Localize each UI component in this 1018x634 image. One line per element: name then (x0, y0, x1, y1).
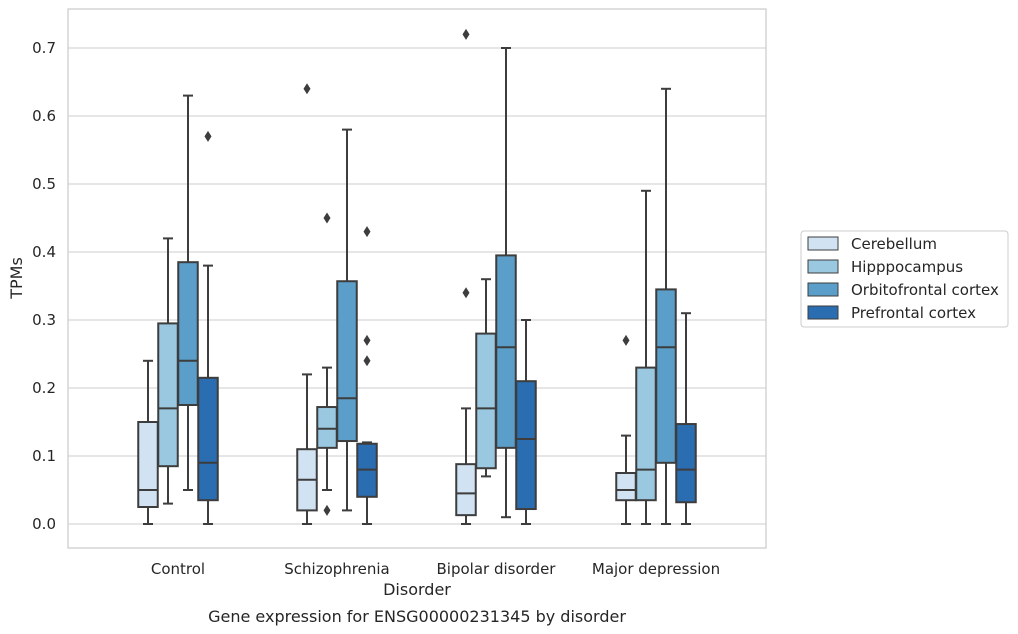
outlier-point (462, 287, 470, 299)
chart-caption: Gene expression for ENSG00000231345 by d… (208, 607, 626, 626)
box (137, 421, 159, 508)
box (455, 463, 477, 517)
box-group (655, 87, 677, 525)
box-group (635, 189, 657, 525)
legend-label: Prefrontal cortex (851, 304, 976, 322)
x-tick-label: Major depression (592, 560, 720, 578)
box-group (356, 226, 378, 525)
outlier-point (204, 130, 212, 142)
box-group (137, 359, 159, 525)
y-tick-label: 0.7 (32, 39, 56, 57)
outlier-point (323, 504, 331, 516)
box (475, 332, 497, 470)
box-group (197, 130, 219, 525)
box-group (177, 94, 199, 491)
legend-label: Cerebellum (851, 235, 937, 253)
series-cerebellum (137, 28, 637, 525)
box (675, 423, 697, 504)
box (157, 322, 179, 468)
box (316, 406, 338, 449)
box-group (515, 319, 537, 525)
y-tick-label: 0.2 (32, 379, 56, 397)
y-axis-label: TPMs (7, 257, 26, 300)
y-tick-label: 0.6 (32, 107, 56, 125)
legend: Cerebellum Hipppocampus Orbitofrontal cort… (800, 230, 1009, 328)
series-orbitofrontal-cortex (177, 47, 677, 525)
series-prefrontal-cortex (197, 130, 697, 525)
outlier-point (622, 334, 630, 346)
box-group (296, 83, 318, 525)
box (655, 288, 677, 464)
outlier-point (363, 226, 371, 238)
box-group (336, 128, 358, 512)
legend-label: Hipppocampus (851, 258, 963, 276)
box (635, 366, 657, 502)
x-axis-ticks: Control Schizophrenia Bipolar disorder Majo… (151, 560, 720, 578)
y-tick-label: 0.3 (32, 311, 56, 329)
outlier-point (462, 28, 470, 40)
y-tick-label: 0.0 (32, 515, 56, 533)
outlier-point (363, 334, 371, 346)
box-group (475, 278, 497, 478)
legend-swatch (807, 259, 839, 274)
x-tick-label: Schizophrenia (284, 560, 389, 578)
outlier-point (303, 83, 311, 95)
y-axis-ticks: 0.0 0.1 0.2 0.3 0.4 0.5 0.6 0.7 (32, 39, 56, 533)
box (495, 254, 517, 449)
series-hipppocampus (157, 189, 657, 525)
box (615, 472, 637, 502)
legend-swatch (807, 282, 839, 297)
legend-swatch (807, 236, 839, 251)
box (177, 261, 199, 407)
box-group (675, 312, 697, 525)
x-tick-label: Control (151, 560, 205, 578)
box-group (455, 28, 477, 525)
x-tick-label: Bipolar disorder (437, 560, 557, 578)
legend-label: Orbitofrontal cortex (851, 281, 999, 299)
box (197, 376, 219, 502)
box-group (615, 334, 637, 525)
box-group (157, 237, 179, 505)
plot-frame (67, 8, 767, 549)
y-tick-label: 0.1 (32, 447, 56, 465)
y-tick-label: 0.5 (32, 175, 56, 193)
outlier-point (323, 212, 331, 224)
legend-frame (800, 230, 1009, 328)
outlier-point (363, 355, 371, 367)
box-group (316, 212, 338, 516)
box-group (495, 47, 517, 519)
box-series (137, 28, 697, 525)
x-axis-label: Disorder (383, 580, 451, 599)
box (336, 280, 358, 443)
y-tick-label: 0.4 (32, 243, 56, 261)
legend-swatch (807, 305, 839, 320)
box (515, 380, 537, 511)
